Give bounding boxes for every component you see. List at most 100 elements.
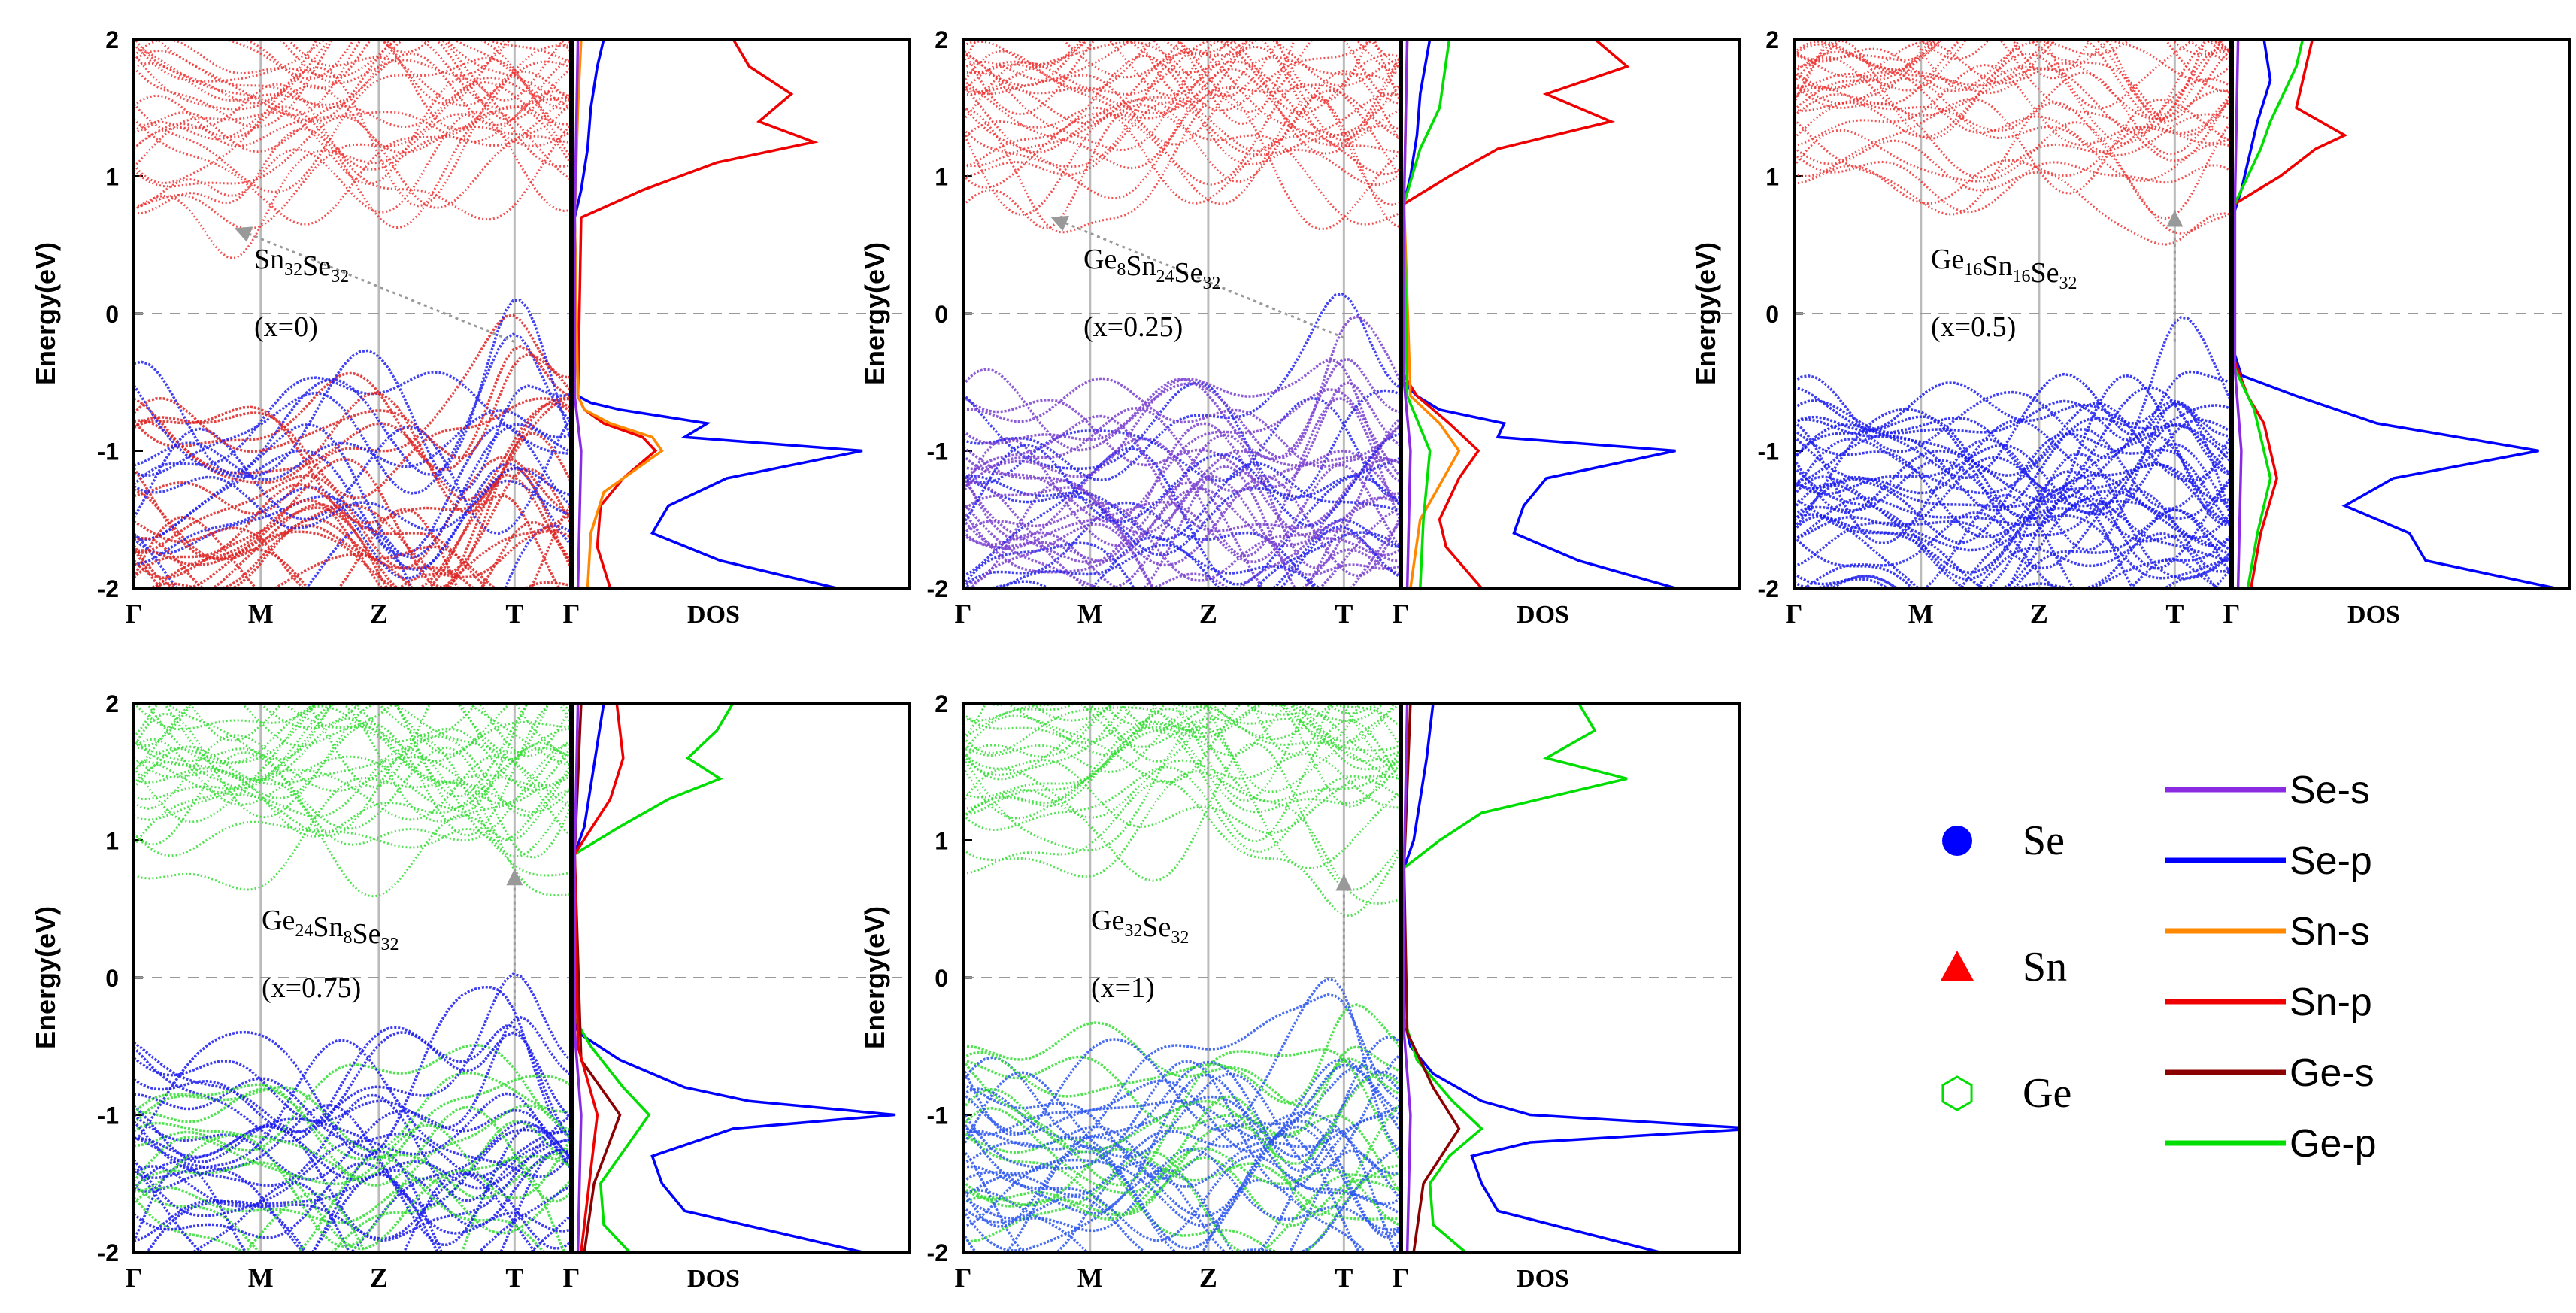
conduction-band <box>963 725 1402 869</box>
valence-band <box>963 1150 1402 1252</box>
k-point-label: Γ <box>126 599 143 629</box>
k-point-label: Γ <box>1786 599 1803 629</box>
valence-band <box>1794 508 2233 588</box>
y-tick-label: -2 <box>927 575 948 602</box>
conduction-band <box>963 719 1402 843</box>
y-tick-label: 0 <box>105 301 119 328</box>
formula-subscript: 24 <box>295 921 313 941</box>
formula-element: Se <box>1142 911 1171 943</box>
valence-band <box>134 432 573 588</box>
valence-band <box>963 1114 1402 1216</box>
k-point-label: Z <box>370 1263 388 1293</box>
k-point-label: Γ <box>126 1263 143 1293</box>
conduction-band <box>134 113 572 259</box>
dos-axis-label: DOS <box>687 1265 740 1293</box>
valence-band <box>963 1154 1402 1242</box>
y-axis-label: Energy(eV) <box>859 906 890 1049</box>
conduction-band <box>1106 39 1299 97</box>
valence-band <box>963 1048 1402 1187</box>
legend-orbital-label: Sn-p <box>2290 981 2372 1024</box>
conduction-band <box>1794 39 2233 123</box>
valence-band <box>963 359 1402 484</box>
k-point-label: T <box>2165 599 2184 629</box>
valence-band <box>134 1108 573 1181</box>
valence-band <box>134 1024 573 1144</box>
conduction-band <box>963 39 1402 105</box>
compound-formula: Ge8Sn24Se32 <box>1083 244 1220 293</box>
transition-arrow-line <box>234 226 515 344</box>
conduction-band <box>963 39 1402 115</box>
valence-band <box>1794 452 2233 588</box>
transition-arrow-head <box>1335 874 1353 891</box>
valence-band <box>134 1015 573 1129</box>
dos-curve <box>573 703 896 1252</box>
valence-band <box>134 972 573 1134</box>
conduction-band <box>1794 39 2232 92</box>
conduction-band <box>134 778 572 898</box>
y-tick-label: -2 <box>98 1239 119 1266</box>
y-tick-label: 0 <box>105 965 119 992</box>
valence-band <box>134 349 572 493</box>
valence-band <box>963 475 1402 588</box>
conduction-band <box>134 83 573 221</box>
valence-band <box>1794 508 2232 588</box>
dos-group <box>1402 703 1739 1252</box>
k-point-label: Γ <box>563 599 580 629</box>
conduction-band <box>963 703 1402 793</box>
conduction-band <box>134 703 550 762</box>
conduction-band <box>1794 120 2233 220</box>
dos-curve <box>573 703 583 1252</box>
transition-arrow-head <box>2166 210 2184 227</box>
formula-subscript: 32 <box>380 935 399 954</box>
k-point-label: Γ <box>563 1263 580 1293</box>
valence-band <box>134 314 572 515</box>
legend-atom-label: Ge <box>2023 1070 2071 1117</box>
valence-band <box>963 457 1402 588</box>
conduction-band <box>963 766 1402 853</box>
k-point-label: T <box>505 599 523 629</box>
conduction-band <box>1794 101 2232 235</box>
formula-subscript: 32 <box>2059 274 2077 293</box>
y-tick-label: 2 <box>935 690 948 717</box>
conduction-band <box>963 39 1259 125</box>
compound-formula: Sn32Se32 <box>254 244 349 287</box>
y-tick-label: 1 <box>935 164 948 191</box>
conduction-band <box>134 111 572 229</box>
formula-element: Ge <box>1091 905 1124 936</box>
compound-formula: Ge16Sn16Se32 <box>1931 244 2077 293</box>
valence-band <box>134 402 573 501</box>
valence-band <box>134 417 573 535</box>
dos-curve <box>1402 39 1676 588</box>
formula-element: Ge <box>1931 244 1964 275</box>
valence-band <box>1794 442 2233 581</box>
valence-band <box>963 481 1402 588</box>
valence-band <box>1794 316 2233 459</box>
formula-subscript: 8 <box>1117 260 1126 280</box>
k-point-label: T <box>1335 1263 1353 1293</box>
conduction-band <box>963 705 1402 781</box>
y-tick-label: -1 <box>1758 438 1779 465</box>
conduction-band <box>963 703 1402 818</box>
valence-band <box>134 456 572 570</box>
k-point-label: Γ <box>1393 599 1410 629</box>
bands-group <box>1794 39 2233 588</box>
y-tick-label: 1 <box>935 828 948 855</box>
dos-group <box>2233 39 2556 588</box>
valence-band <box>134 1092 573 1168</box>
transition-arrow-head <box>1050 215 1069 232</box>
formula-subscript: 32 <box>284 260 302 280</box>
valence-band <box>1794 417 2233 512</box>
valence-band <box>134 1039 573 1180</box>
conduction-band <box>134 820 572 877</box>
conduction-band <box>963 92 1402 205</box>
formula-element: Sn <box>1982 250 2012 282</box>
dos-curve <box>2233 39 2556 588</box>
conduction-band <box>134 703 573 814</box>
k-point-label: M <box>1077 1263 1103 1293</box>
dos-curve <box>573 39 583 588</box>
dos-curve <box>2233 39 2243 588</box>
conduction-band <box>134 77 572 186</box>
k-point-label: Γ <box>1393 1263 1410 1293</box>
valence-band <box>134 462 573 572</box>
